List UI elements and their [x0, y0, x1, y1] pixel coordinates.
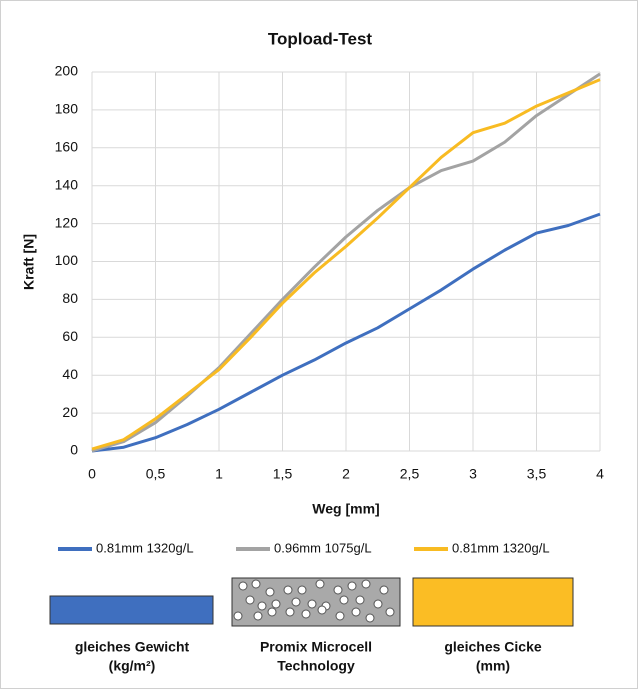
series-line: [91, 212, 601, 453]
x-tick-label: 2,5: [400, 466, 420, 482]
bubble-icon: [315, 579, 325, 589]
bubble-icon: [317, 605, 327, 615]
y-tick-label: 180: [55, 101, 79, 117]
bubble-icon: [379, 585, 389, 595]
legend-label: 0.96mm 1075g/L: [274, 540, 372, 555]
bubble-icon: [271, 599, 281, 609]
bubble-icon: [335, 611, 345, 621]
y-tick-label: 140: [55, 176, 79, 192]
bubble-icon: [285, 607, 295, 617]
bubble-icon: [307, 599, 317, 609]
panel-swatch: [49, 595, 214, 625]
panel-caption: (mm): [476, 658, 510, 674]
bubble-icon: [291, 597, 301, 607]
x-tick-label: 0,5: [146, 466, 166, 482]
bubble-icon: [238, 581, 248, 591]
bubble-icon: [351, 607, 361, 617]
y-tick-label: 160: [55, 139, 79, 155]
bubble-icon: [361, 579, 371, 589]
y-tick-label: 60: [62, 328, 78, 344]
legend-label: 0.81mm 1320g/L: [452, 540, 550, 555]
panel-swatch: [412, 577, 574, 627]
bubble-icon: [265, 587, 275, 597]
panel-caption: gleiches Cicke: [444, 639, 541, 655]
bubble-icon: [257, 601, 267, 611]
panel-caption: (kg/m²): [109, 658, 156, 674]
y-tick-label: 200: [55, 63, 79, 79]
legend-label: 0.81mm 1320g/L: [96, 540, 194, 555]
y-tick-label: 0: [70, 442, 78, 458]
bubble-icon: [365, 613, 375, 623]
y-tick-label: 120: [55, 214, 79, 230]
bubble-icon: [347, 581, 357, 591]
chart-title: Topload-Test: [268, 29, 373, 48]
bubble-icon: [301, 609, 311, 619]
x-tick-label: 0: [88, 466, 96, 482]
x-tick-label: 1: [215, 466, 223, 482]
y-axis-title: Kraft [N]: [21, 234, 37, 290]
x-axis-title: Weg [mm]: [312, 501, 379, 517]
panel-caption: Technology: [277, 658, 355, 674]
bubble-icon: [253, 611, 263, 621]
bubble-icon: [283, 585, 293, 595]
bubble-icon: [339, 595, 349, 605]
y-tick-label: 20: [62, 404, 78, 420]
series-line: [91, 72, 601, 453]
bubble-icon: [267, 607, 277, 617]
bubble-icon: [373, 599, 383, 609]
bubble-icon: [385, 607, 395, 617]
bubble-icon: [245, 595, 255, 605]
panel-caption: Promix Microcell: [260, 639, 372, 655]
panel-caption: gleiches Gewicht: [75, 639, 190, 655]
y-tick-label: 80: [62, 290, 78, 306]
x-tick-label: 3: [469, 466, 477, 482]
bubble-icon: [251, 579, 261, 589]
bubble-icon: [355, 595, 365, 605]
y-tick-label: 40: [62, 366, 78, 382]
series-line: [91, 78, 601, 451]
y-tick-label: 100: [55, 252, 79, 268]
bubble-icon: [297, 585, 307, 595]
x-tick-label: 4: [596, 466, 604, 482]
x-tick-label: 2: [342, 466, 350, 482]
bubble-icon: [233, 611, 243, 621]
x-tick-label: 1,5: [273, 466, 293, 482]
bubble-icon: [333, 585, 343, 595]
x-tick-label: 3,5: [527, 466, 547, 482]
